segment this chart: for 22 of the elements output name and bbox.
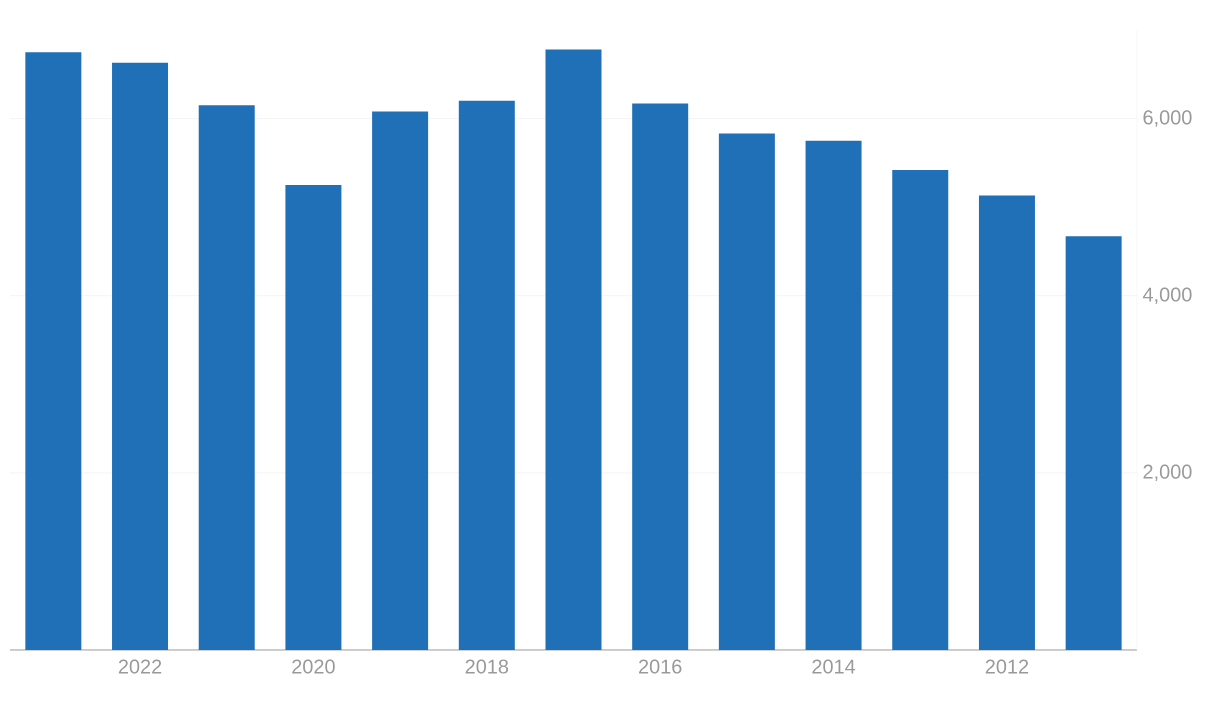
bar: [632, 103, 689, 650]
y-tick-label: 6,000: [1143, 110, 1192, 127]
y-tick-label: 4,000: [1142, 287, 1192, 304]
x-tick-label: 2012: [985, 659, 1029, 674]
bar: [892, 169, 949, 650]
bar: [458, 100, 515, 650]
bar: [25, 52, 82, 650]
bar: [718, 133, 775, 650]
bar: [545, 49, 602, 650]
bar: [1065, 236, 1122, 650]
x-tick-label: 2022: [118, 659, 162, 674]
bar: [285, 184, 342, 650]
bar: [112, 62, 169, 650]
x-tick-label: 2020: [292, 659, 335, 674]
x-tick-label: 2016: [639, 659, 682, 674]
bar: [805, 140, 862, 650]
bar: [372, 111, 429, 650]
x-tick-label: 2014: [812, 659, 856, 674]
x-tick-label: 2018: [465, 659, 509, 674]
y-tick-label: 2,000: [1143, 464, 1192, 482]
bar: [198, 105, 255, 650]
bar: [978, 195, 1035, 650]
